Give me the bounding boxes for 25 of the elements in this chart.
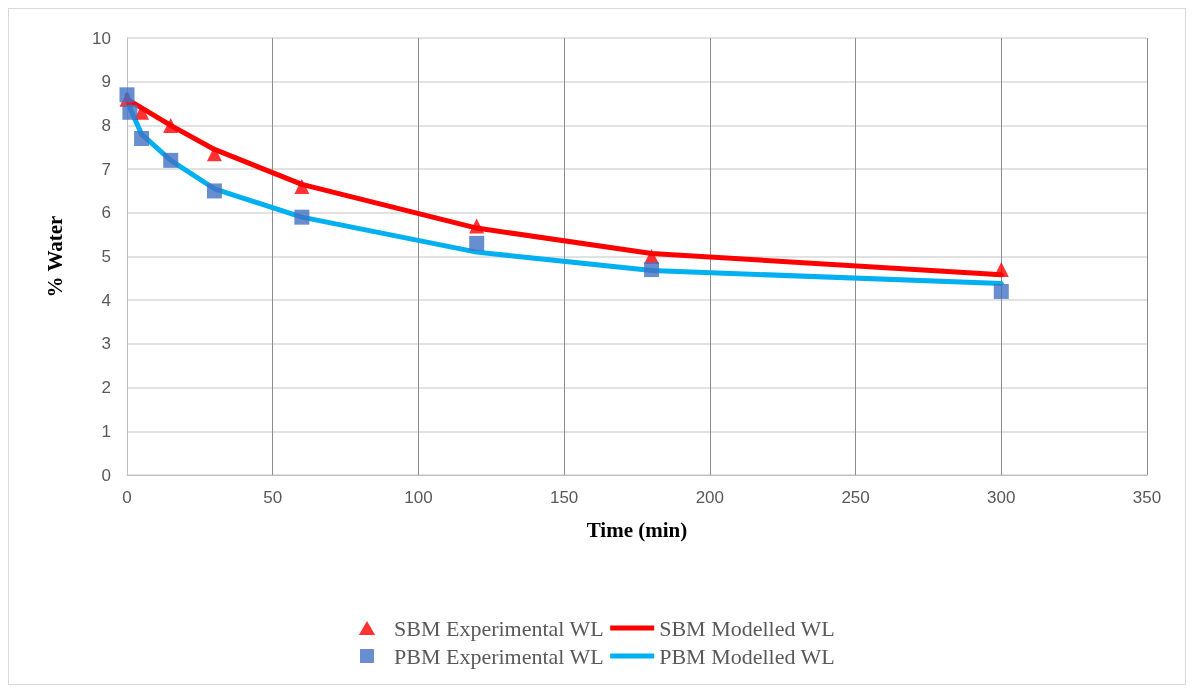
- y-tick-label: 9: [101, 72, 111, 92]
- legend-label: SBM Experimental WL: [394, 615, 604, 641]
- y-tick-label: 4: [101, 290, 111, 310]
- x-tick-label: 0: [122, 488, 132, 507]
- y-axis-title: % Water: [42, 215, 67, 298]
- y-tick-label: 2: [101, 378, 111, 398]
- y-tick-label: 1: [101, 421, 111, 441]
- x-tick-label: 250: [841, 488, 870, 507]
- x-tick-label: 50: [263, 488, 283, 507]
- y-tick-label: 6: [101, 203, 111, 223]
- legend-label: SBM Modelled WL: [659, 615, 835, 641]
- x-tick-label: 150: [549, 488, 579, 507]
- y-tick-label: 7: [101, 159, 111, 179]
- x-tick-label: 100: [404, 488, 433, 507]
- legend-label: PBM Modelled WL: [659, 643, 835, 669]
- y-tick-label: 0: [101, 465, 111, 485]
- x-tick-label: 200: [695, 488, 725, 507]
- y-tick-label: 3: [101, 334, 111, 354]
- y-tick-label: 5: [101, 247, 111, 266]
- y-tick-label: 8: [101, 115, 111, 135]
- legend-label: PBM Experimental WL: [394, 643, 604, 669]
- y-tick-label: 10: [92, 28, 111, 48]
- x-tick-label: 300: [987, 488, 1016, 507]
- x-axis-title: Time (min): [586, 517, 688, 542]
- x-tick-label: 350: [1132, 488, 1162, 507]
